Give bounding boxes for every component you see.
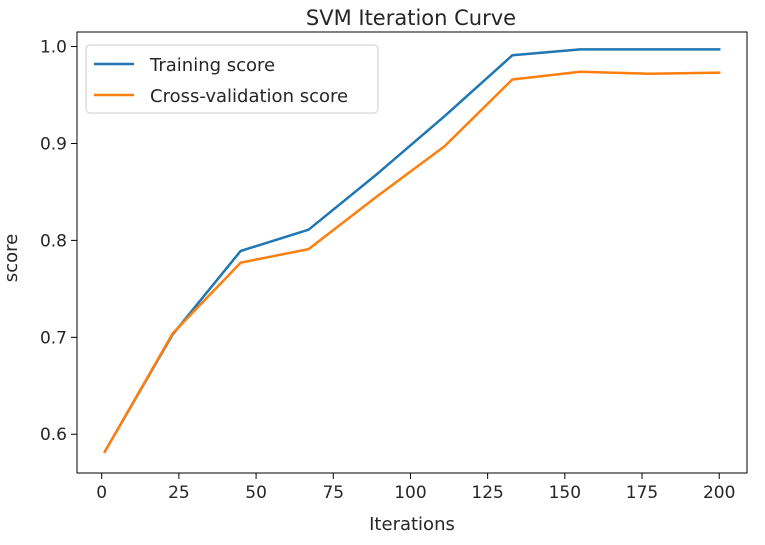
chart-title: SVM Iteration Curve bbox=[306, 6, 516, 30]
x-tick-label: 100 bbox=[394, 483, 426, 503]
x-axis-title: Iterations bbox=[369, 514, 455, 535]
x-tick-label: 125 bbox=[471, 483, 503, 503]
y-axis-title: score bbox=[1, 234, 22, 282]
legend: Training score Cross-validation score bbox=[85, 44, 379, 114]
cross-validation-score-line bbox=[103, 70, 721, 454]
y-tick-label: 0.6 bbox=[40, 425, 67, 445]
x-tick-label: 50 bbox=[245, 483, 267, 503]
x-tick-label: 150 bbox=[549, 483, 581, 503]
x-tick-label: 175 bbox=[626, 483, 658, 503]
legend-label-cross-validation: Cross-validation score bbox=[150, 86, 348, 107]
plot-frame bbox=[76, 31, 748, 474]
y-axis: 0.6 0.7 0.8 0.9 1.0 bbox=[40, 38, 77, 445]
plot-area bbox=[76, 31, 748, 474]
legend-box bbox=[85, 44, 379, 114]
x-tick-label: 25 bbox=[168, 483, 190, 503]
legend-label-training: Training score bbox=[149, 55, 275, 76]
y-tick-label: 1.0 bbox=[40, 38, 67, 58]
y-tick-label: 0.8 bbox=[40, 231, 67, 251]
y-tick-label: 0.9 bbox=[40, 134, 67, 154]
training-score-line bbox=[103, 48, 721, 454]
x-axis: 0 25 50 75 100 125 150 175 200 bbox=[96, 473, 735, 503]
x-tick-label: 75 bbox=[322, 483, 344, 503]
x-tick-label: 0 bbox=[96, 483, 107, 503]
series-layer bbox=[103, 48, 721, 454]
y-tick-label: 0.7 bbox=[40, 328, 67, 348]
x-tick-label: 200 bbox=[703, 483, 735, 503]
